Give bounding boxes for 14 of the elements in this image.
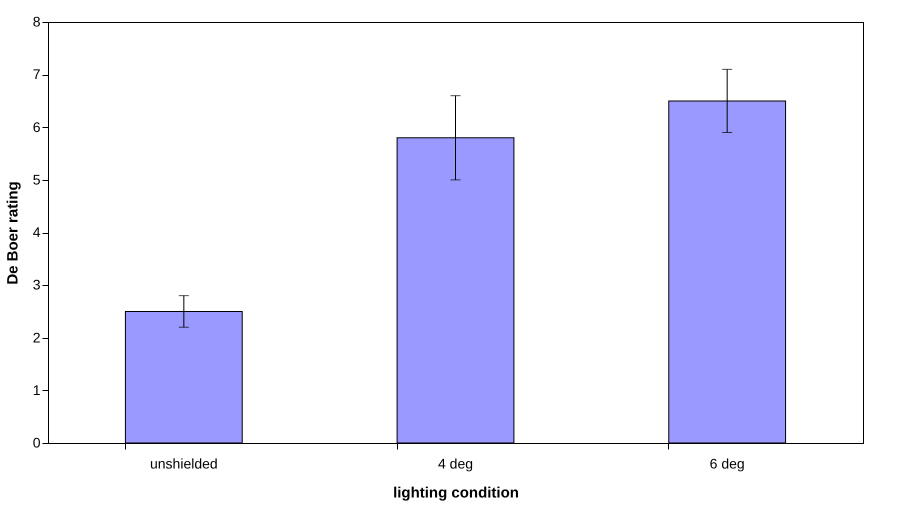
x-tick-label: 4 deg [438, 456, 474, 472]
x-tick-label: unshielded [150, 456, 218, 472]
y-tick-label: 8 [32, 14, 41, 30]
y-tick-label: 4 [32, 224, 41, 240]
y-tick-label: 2 [32, 329, 41, 346]
y-tick-label: 6 [32, 118, 41, 135]
y-tick-label: 3 [32, 276, 41, 293]
y-axis-title: De Boer rating [4, 181, 22, 285]
x-tick-label: 6 deg [710, 456, 745, 472]
x-axis-title: lighting condition [393, 484, 519, 502]
y-tick-label: 1 [32, 382, 41, 398]
y-tick-label: 7 [32, 66, 41, 82]
y-tick-label: 0 [32, 434, 41, 450]
y-tick-label: 5 [32, 171, 41, 188]
